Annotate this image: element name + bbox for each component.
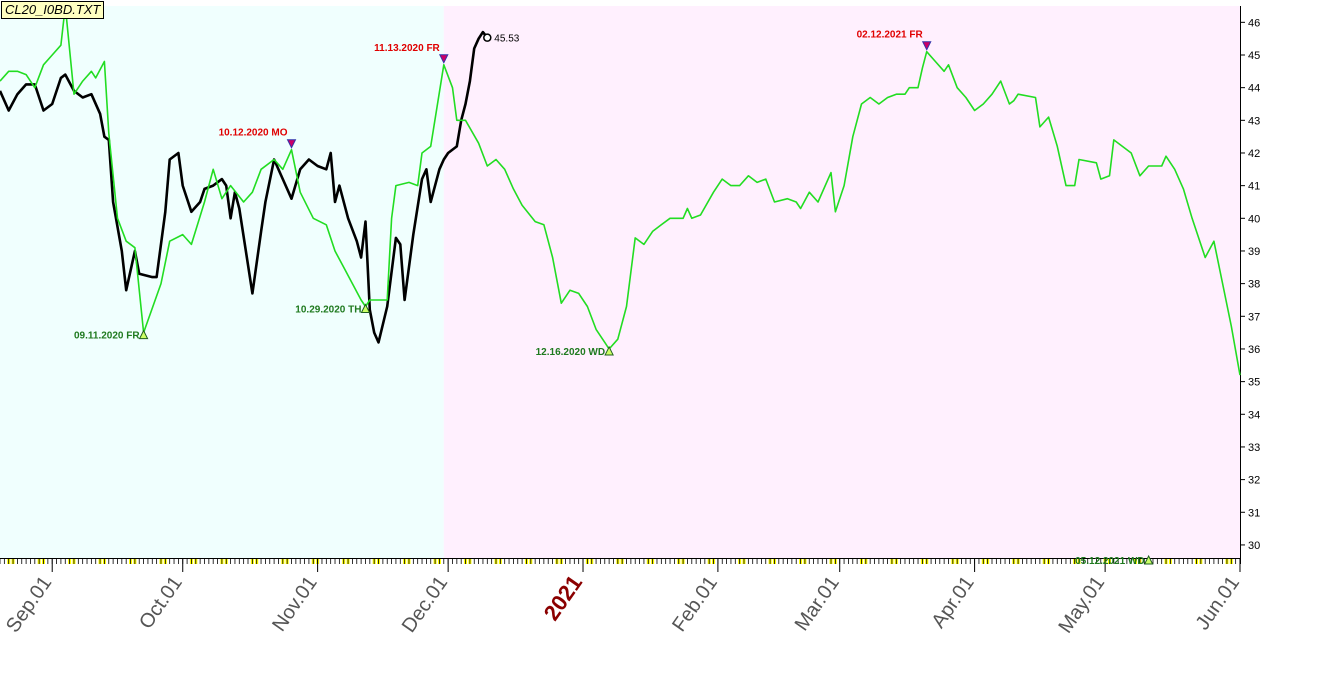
y-tick-label: 42: [1248, 148, 1260, 160]
x-month-label: Jun.01: [1192, 572, 1244, 634]
chart-axes: 30 31 32 33 34 35 36 37 38 39 40 41 42 43 44 45 46: [0, 6, 1260, 572]
y-tick-label: 33: [1248, 442, 1260, 454]
x-month-label: Dec.01: [398, 572, 452, 637]
chart-series: [0, 5, 1241, 376]
x-month-label: Apr.01: [928, 572, 979, 632]
y-tick-label: 39: [1248, 246, 1260, 258]
low-marker-icon: [360, 303, 371, 313]
y-tick-label: 32: [1248, 475, 1260, 487]
x-month-label: Nov.01: [268, 572, 322, 635]
low-annotation-label: 05.12.2021 WD: [1075, 556, 1145, 567]
y-tick-label: 35: [1248, 377, 1260, 389]
low-annotation-label: 09.11.2020 FR: [74, 331, 140, 342]
x-month-label: Oct.01: [135, 572, 187, 633]
y-tick-label: 36: [1248, 344, 1260, 356]
x-month-label: Feb.01: [668, 572, 722, 636]
x-year-label: 2021: [539, 571, 588, 625]
y-tick-label: 31: [1248, 507, 1260, 519]
y-tick-label: 41: [1248, 181, 1260, 193]
chart-background: [0, 6, 1241, 558]
y-tick-label: 37: [1248, 311, 1260, 323]
y-tick-label: 46: [1248, 17, 1260, 29]
y-tick-label: 38: [1248, 279, 1260, 291]
high-marker-icon: [286, 139, 297, 149]
high-annotation-label: 02.12.2021 FR: [857, 30, 924, 41]
low-marker-icon: [138, 329, 149, 340]
last-value-marker: [483, 33, 492, 42]
low-marker-icon: [604, 345, 614, 356]
y-tick-label: 34: [1248, 409, 1260, 421]
y-tick-label: 40: [1248, 213, 1260, 225]
x-month-label: Mar.01: [791, 572, 844, 635]
chart-title: CL20_I0BD.TXT: [1, 1, 105, 19]
high-annotation-label: 11.13.2020 FR: [374, 43, 440, 54]
x-month-label: May.01: [1054, 572, 1109, 637]
low-annotation-label: 10.29.2020 TH: [295, 304, 361, 315]
low-annotation-label: 12.16.2020 WD: [536, 347, 606, 358]
high-marker-icon: [438, 54, 449, 64]
x-month-label: Sep.01: [2, 572, 56, 637]
y-tick-label: 44: [1248, 83, 1260, 95]
y-tick-label: 30: [1248, 540, 1260, 552]
high-annotation-label: 10.12.2020 MO: [219, 128, 288, 139]
low-marker-icon: [1143, 554, 1154, 565]
last-value-label: 45.53: [494, 34, 519, 45]
chart-annotations: 09.11.2020 FR 10.12.2020 MO 10.29.2020 TH 1…: [74, 30, 1154, 567]
high-marker-icon: [921, 41, 932, 51]
y-tick-label: 45: [1248, 50, 1260, 62]
forecast-line: [0, 5, 1241, 376]
background-left: [0, 6, 444, 558]
background-right: [443, 6, 1241, 558]
y-tick-label: 43: [1248, 115, 1260, 127]
actual-price-line: [0, 30, 489, 344]
